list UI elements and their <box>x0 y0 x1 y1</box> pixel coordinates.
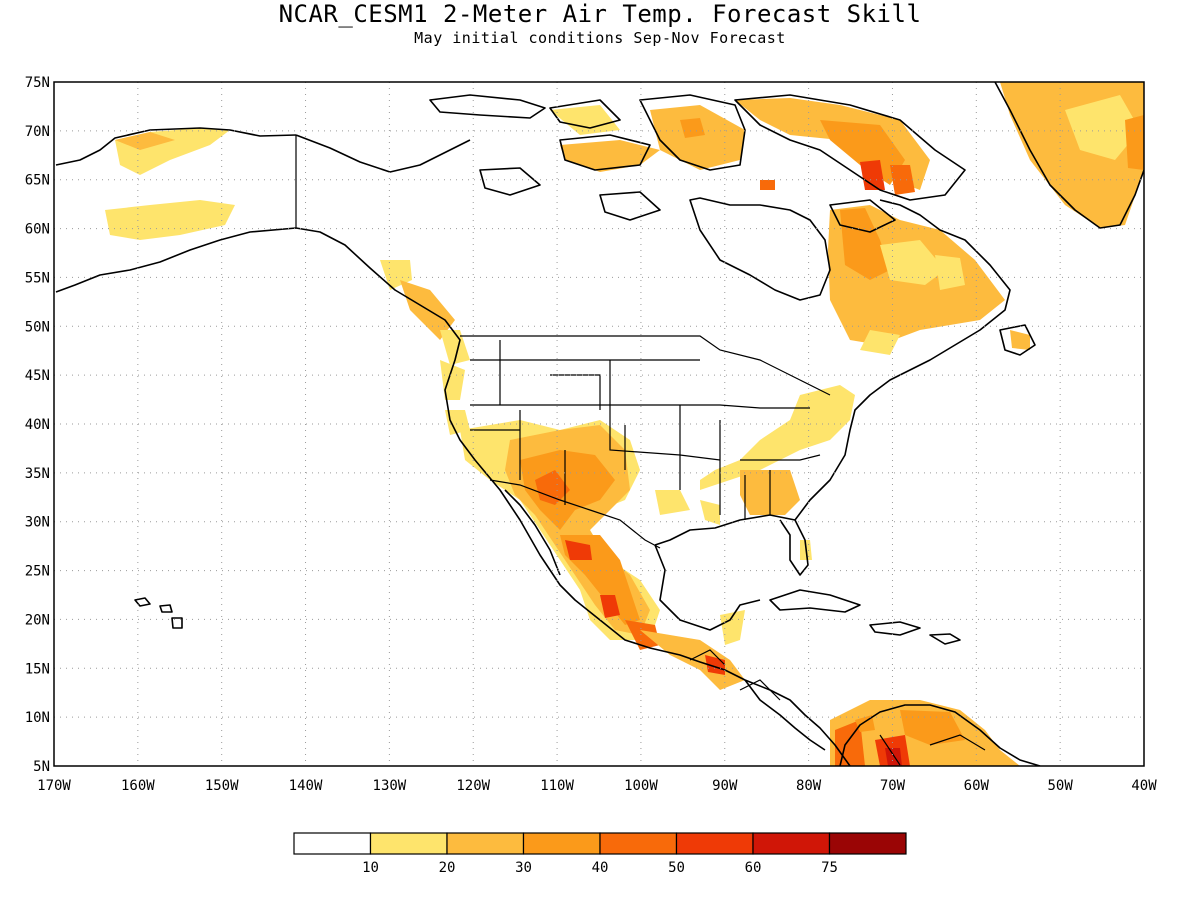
lon-tick-label: 50W <box>1048 778 1074 794</box>
lon-tick-label: 70W <box>880 778 906 794</box>
colorbar-label: 60 <box>745 860 762 876</box>
lon-tick-label: 170W <box>37 778 71 794</box>
lat-tick-label: 20N <box>25 612 50 628</box>
chart-subtitle: May initial conditions Sep-Nov Forecast <box>414 29 786 47</box>
lat-tick-label: 75N <box>25 75 50 91</box>
lat-tick-label: 35N <box>25 466 50 482</box>
lon-tick-label: 40W <box>1131 778 1157 794</box>
colorbar-swatch <box>293 832 372 855</box>
lat-tick-label: 25N <box>25 564 50 580</box>
lon-tick-label: 150W <box>205 778 239 794</box>
colorbar-swatch <box>599 832 678 855</box>
colorbar-swatch <box>446 832 525 855</box>
lon-tick-label: 160W <box>121 778 155 794</box>
lon-tick-label: 110W <box>540 778 574 794</box>
lon-tick-label: 100W <box>624 778 658 794</box>
lat-axis-labels: 75N 70N 65N 60N 55N 50N 45N 40N 35N 30N 25N 20N 15N 1… <box>25 75 50 775</box>
lat-tick-label: 65N <box>25 173 50 189</box>
lon-axis-labels: 170W 160W 150W 140W 130W 120W 110W 100W 90W 80W 70… <box>37 778 1157 794</box>
lat-tick-label: 15N <box>25 661 50 677</box>
lon-tick-label: 130W <box>373 778 407 794</box>
lat-tick-label: 60N <box>25 222 50 238</box>
skill-shading <box>105 82 1144 766</box>
gridlines <box>54 82 1144 766</box>
colorbar-swatch <box>369 832 448 855</box>
lon-tick-label: 80W <box>796 778 822 794</box>
political-boundaries <box>295 135 986 766</box>
colorbar-label: 40 <box>592 860 609 876</box>
lon-tick-label: 120W <box>456 778 490 794</box>
colorbar-label: 20 <box>439 860 456 876</box>
colorbar-label: 50 <box>668 860 685 876</box>
plot-frame <box>53 81 1145 767</box>
lat-tick-label: 30N <box>25 515 50 531</box>
colorbar-swatch <box>675 832 754 855</box>
lat-tick-label: 50N <box>25 319 50 335</box>
colorbar-swatch <box>752 832 831 855</box>
colorbar-label: 75 <box>821 860 838 876</box>
lat-tick-label: 5N <box>33 759 50 775</box>
plot-area <box>54 82 1144 766</box>
chart-title: NCAR_CESM1 2-Meter Air Temp. Forecast Sk… <box>278 0 922 28</box>
colorbar-swatch <box>522 832 601 855</box>
lat-tick-label: 40N <box>25 417 50 433</box>
lon-tick-label: 90W <box>712 778 738 794</box>
lat-tick-label: 45N <box>25 368 50 384</box>
lat-tick-label: 70N <box>25 124 50 140</box>
lon-tick-label: 60W <box>964 778 990 794</box>
coastlines <box>55 82 1144 766</box>
lat-tick-label: 10N <box>25 710 50 726</box>
colorbar: 10 20 30 40 50 60 75 <box>293 832 907 876</box>
colorbar-label: 30 <box>515 860 532 876</box>
colorbar-swatch <box>828 832 907 855</box>
lon-tick-label: 140W <box>289 778 323 794</box>
lat-tick-label: 55N <box>25 270 50 286</box>
colorbar-label: 10 <box>362 860 379 876</box>
